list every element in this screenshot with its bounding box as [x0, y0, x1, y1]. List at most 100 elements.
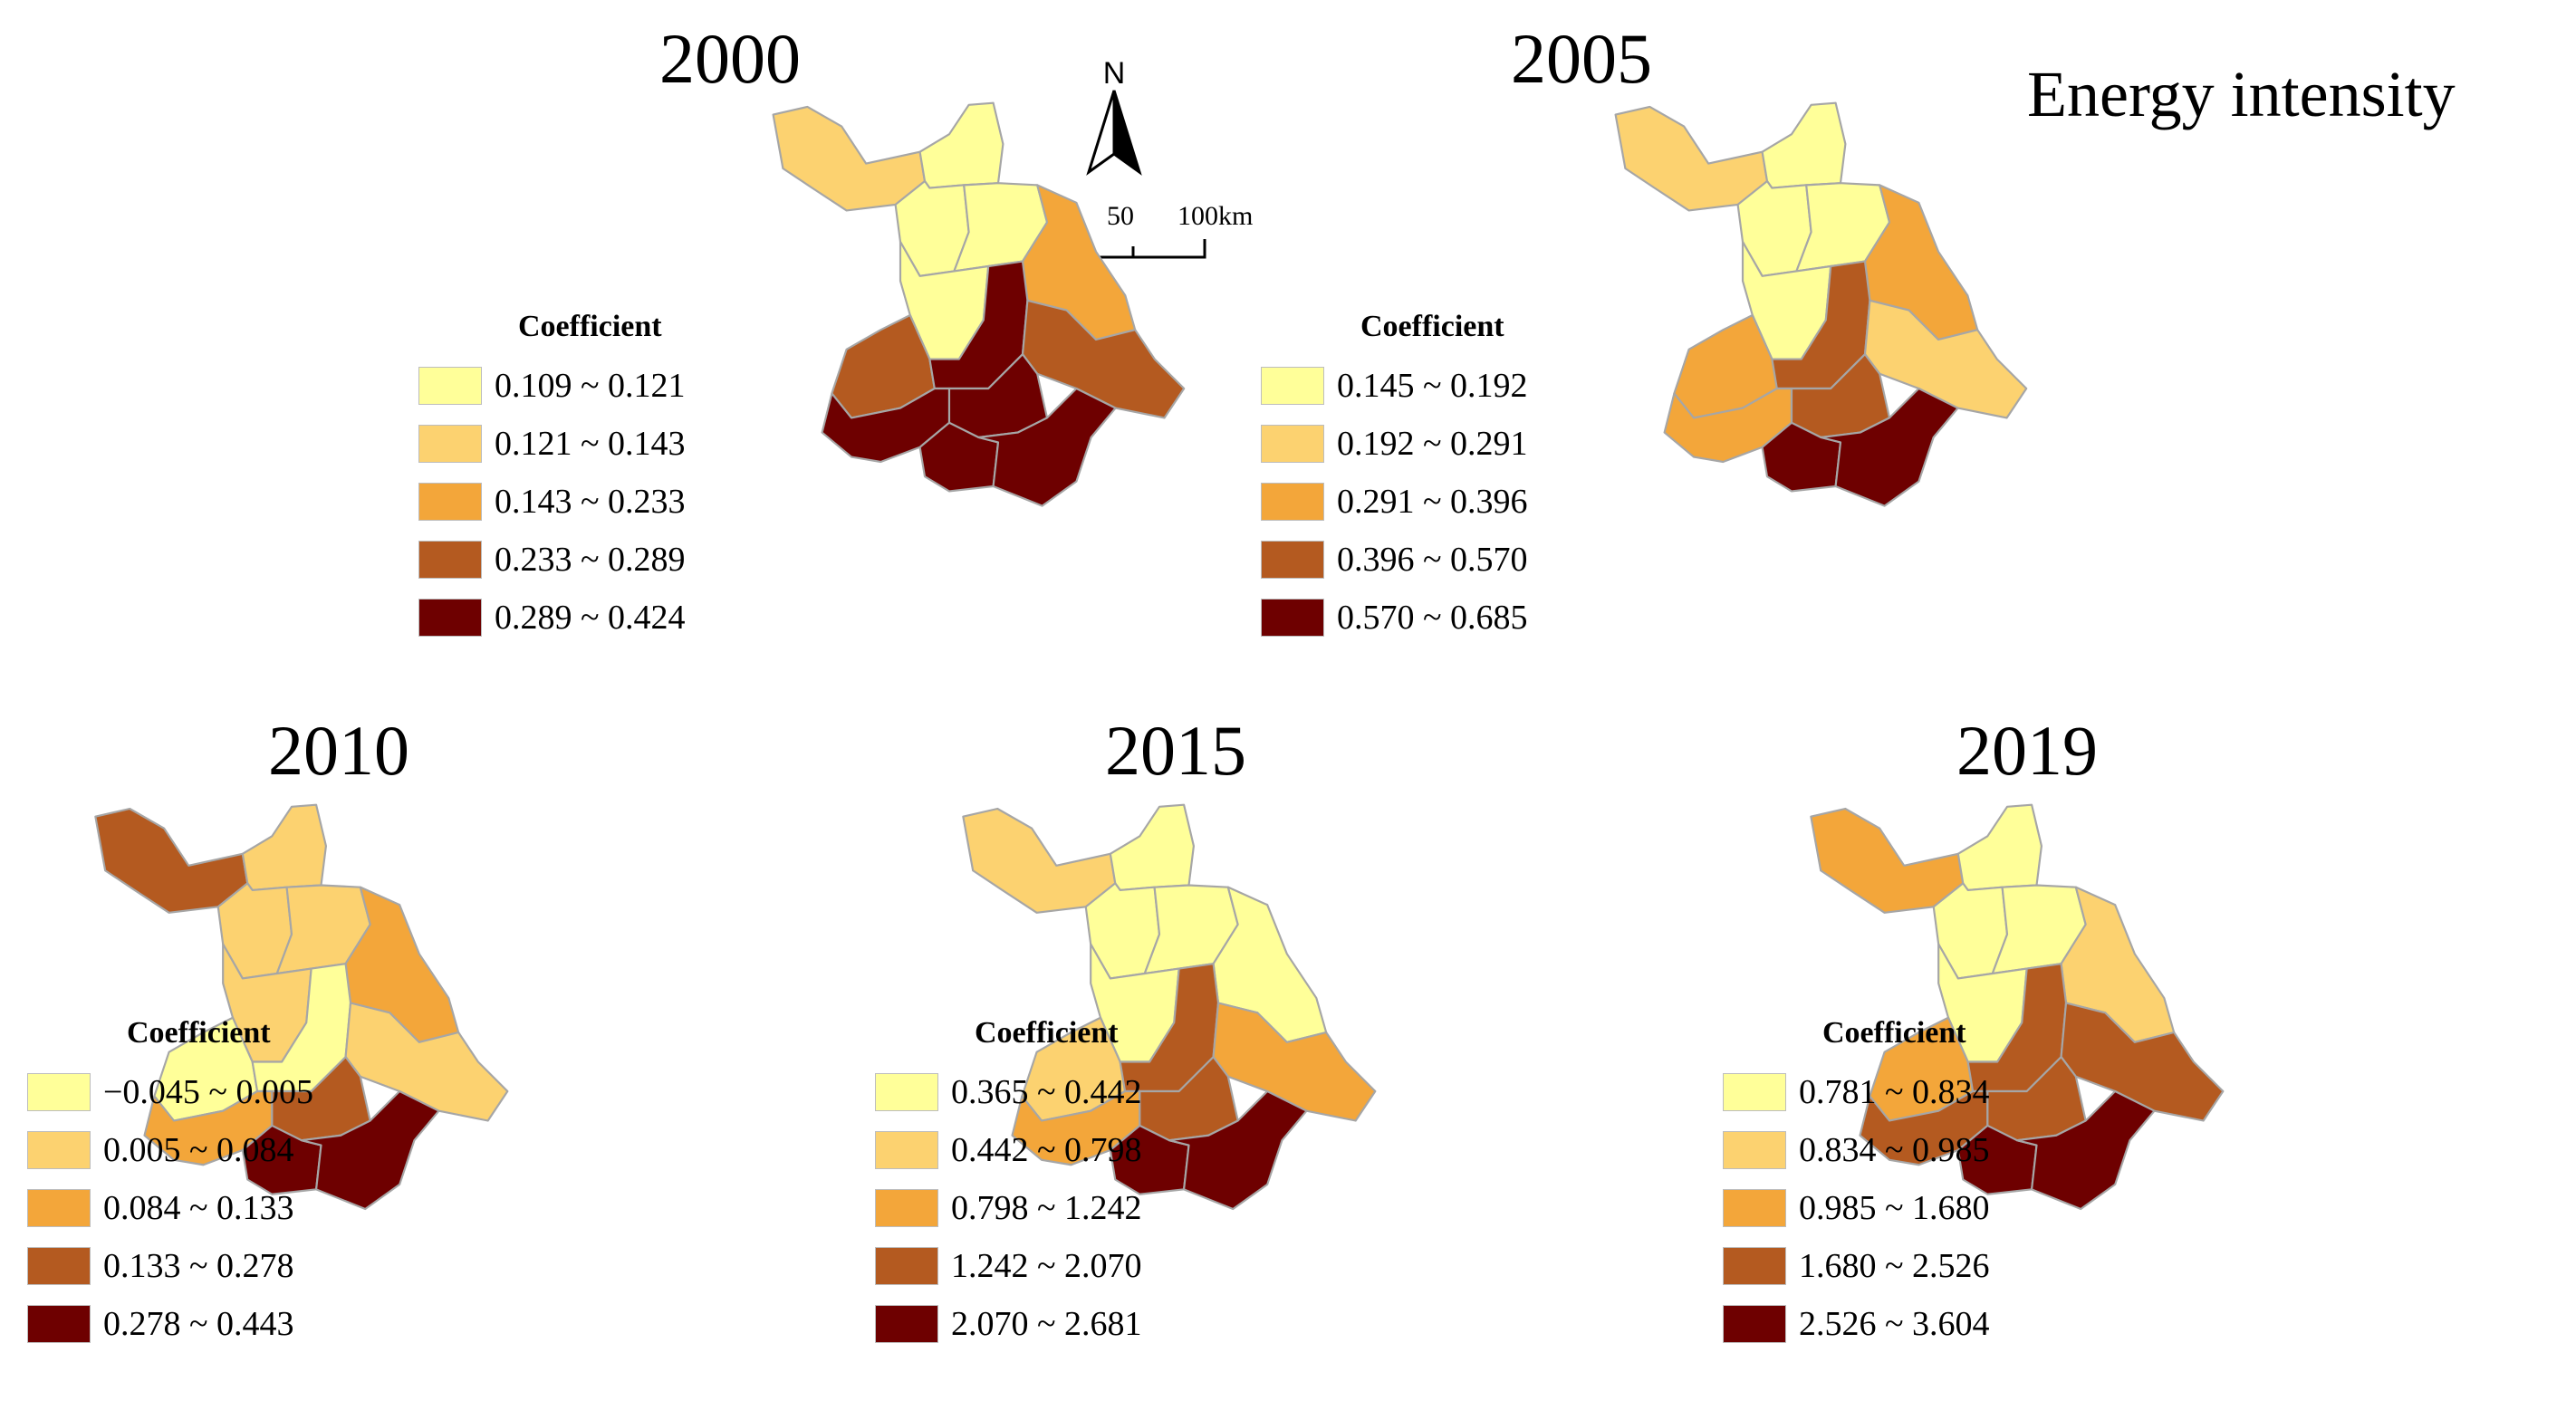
legend-label: 1.680 ~ 2.526 — [1799, 1247, 1990, 1285]
year-title-2019: 2019 — [1956, 711, 2098, 790]
legend-item: 0.570 ~ 0.685 — [1261, 589, 1528, 647]
legend-label: 2.070 ~ 2.681 — [951, 1305, 1142, 1343]
legend-label: 0.121 ~ 0.143 — [495, 425, 686, 463]
legend-swatch — [418, 425, 482, 463]
legend-label: −0.045 ~ 0.005 — [103, 1073, 313, 1111]
legend-swatch — [27, 1073, 91, 1111]
legend-swatch — [27, 1305, 91, 1343]
legend-item: 0.143 ~ 0.233 — [418, 473, 686, 531]
year-title-2010: 2010 — [268, 711, 409, 790]
legend-swatch — [418, 367, 482, 405]
legend-item: 0.798 ~ 1.242 — [875, 1179, 1142, 1237]
legend-label: 0.396 ~ 0.570 — [1337, 541, 1528, 579]
legend-swatch — [1261, 425, 1324, 463]
legend-swatch — [418, 541, 482, 579]
scale-label-50: 50 — [1107, 201, 1134, 231]
legend-label: 0.834 ~ 0.985 — [1799, 1131, 1990, 1169]
choropleth-map-2010 — [94, 803, 509, 1211]
legend-item: 0.396 ~ 0.570 — [1261, 531, 1528, 589]
legend-swatch — [27, 1247, 91, 1285]
region-13 — [1168, 1089, 1308, 1211]
year-title-2005: 2005 — [1511, 19, 1652, 98]
legend-item: 0.442 ~ 0.798 — [875, 1121, 1142, 1179]
legend-label: 0.278 ~ 0.443 — [103, 1305, 294, 1343]
legend-item: 0.084 ~ 0.133 — [27, 1179, 313, 1237]
year-title-2015: 2015 — [1105, 711, 1246, 790]
legend-label: 0.798 ~ 1.242 — [951, 1189, 1142, 1227]
legend-item: 0.278 ~ 0.443 — [27, 1295, 313, 1353]
figure-title: Energy intensity — [2027, 58, 2456, 130]
legend-label: 0.005 ~ 0.084 — [103, 1131, 294, 1169]
region-2 — [918, 101, 1004, 189]
legend-label: 0.109 ~ 0.121 — [495, 367, 686, 405]
legend-title: Coefficient — [975, 1016, 1119, 1050]
region-13 — [977, 387, 1117, 507]
region-2 — [1761, 101, 1847, 189]
legend-swatch — [875, 1305, 938, 1343]
legend-item: 0.109 ~ 0.121 — [418, 357, 686, 415]
legend-item: 1.680 ~ 2.526 — [1723, 1237, 1990, 1295]
legend-item: 0.985 ~ 1.680 — [1723, 1179, 1990, 1237]
legend-item: 0.005 ~ 0.084 — [27, 1121, 313, 1179]
choropleth-map-2019 — [1810, 803, 2225, 1211]
legend-swatch — [1723, 1305, 1786, 1343]
legend-label: 0.192 ~ 0.291 — [1337, 425, 1528, 463]
legend-item: 0.834 ~ 0.985 — [1723, 1121, 1990, 1179]
region-13 — [1820, 387, 1959, 507]
region-1 — [1810, 807, 1965, 914]
legend-swatch — [1261, 541, 1324, 579]
legend-swatch — [1261, 483, 1324, 521]
scale-label-100km: 100km — [1177, 201, 1254, 231]
legend-item: 0.192 ~ 0.291 — [1261, 415, 1528, 473]
legend-label: 0.084 ~ 0.133 — [103, 1189, 294, 1227]
legend-label: 0.291 ~ 0.396 — [1337, 483, 1528, 521]
legend-label: 0.985 ~ 1.680 — [1799, 1189, 1990, 1227]
region-1 — [962, 807, 1117, 914]
legend-2005: Coefficient 0.145 ~ 0.192 0.192 ~ 0.291 … — [1261, 310, 1528, 647]
legend-item: 2.526 ~ 3.604 — [1723, 1295, 1990, 1353]
legend-item: 0.121 ~ 0.143 — [418, 415, 686, 473]
legend-swatch — [1723, 1189, 1786, 1227]
north-label: N — [1103, 56, 1126, 91]
region-13 — [300, 1089, 440, 1211]
choropleth-map-2015 — [962, 803, 1377, 1211]
legend-item: 0.365 ~ 0.442 — [875, 1063, 1142, 1121]
legend-item: 0.133 ~ 0.278 — [27, 1237, 313, 1295]
legend-swatch — [27, 1189, 91, 1227]
region-1 — [1614, 105, 1769, 212]
north-arrow-icon: N — [1086, 56, 1142, 176]
legend-2019: Coefficient 0.781 ~ 0.834 0.834 ~ 0.985 … — [1723, 1016, 1990, 1353]
legend-item: −0.045 ~ 0.005 — [27, 1063, 313, 1121]
legend-swatch — [875, 1073, 938, 1111]
region-1 — [94, 807, 249, 914]
legend-label: 0.570 ~ 0.685 — [1337, 599, 1528, 637]
legend-swatch — [1723, 1131, 1786, 1169]
legend-swatch — [875, 1247, 938, 1285]
legend-swatch — [1723, 1247, 1786, 1285]
legend-swatch — [418, 599, 482, 637]
legend-label: 0.289 ~ 0.424 — [495, 599, 686, 637]
region-2 — [1109, 803, 1195, 891]
legend-title: Coefficient — [518, 310, 662, 343]
legend-2015: Coefficient 0.365 ~ 0.442 0.442 ~ 0.798 … — [875, 1016, 1142, 1353]
legend-title: Coefficient — [127, 1016, 271, 1050]
legend-2000: Coefficient 0.109 ~ 0.121 0.121 ~ 0.143 … — [418, 310, 686, 647]
legend-label: 0.145 ~ 0.192 — [1337, 367, 1528, 405]
legend-title: Coefficient — [1822, 1016, 1966, 1050]
region-13 — [2015, 1089, 2156, 1211]
legend-item: 0.233 ~ 0.289 — [418, 531, 686, 589]
region-1 — [772, 105, 927, 212]
legend-label: 0.143 ~ 0.233 — [495, 483, 686, 521]
legend-item: 2.070 ~ 2.681 — [875, 1295, 1142, 1353]
legend-label: 0.365 ~ 0.442 — [951, 1073, 1142, 1111]
legend-swatch — [1261, 599, 1324, 637]
region-2 — [241, 803, 327, 891]
legend-label: 0.781 ~ 0.834 — [1799, 1073, 1990, 1111]
legend-item: 0.781 ~ 0.834 — [1723, 1063, 1990, 1121]
legend-swatch — [875, 1131, 938, 1169]
choropleth-map-2000 — [772, 101, 1186, 507]
legend-swatch — [1261, 367, 1324, 405]
legend-item: 0.289 ~ 0.424 — [418, 589, 686, 647]
legend-label: 1.242 ~ 2.070 — [951, 1247, 1142, 1285]
legend-label: 0.442 ~ 0.798 — [951, 1131, 1142, 1169]
